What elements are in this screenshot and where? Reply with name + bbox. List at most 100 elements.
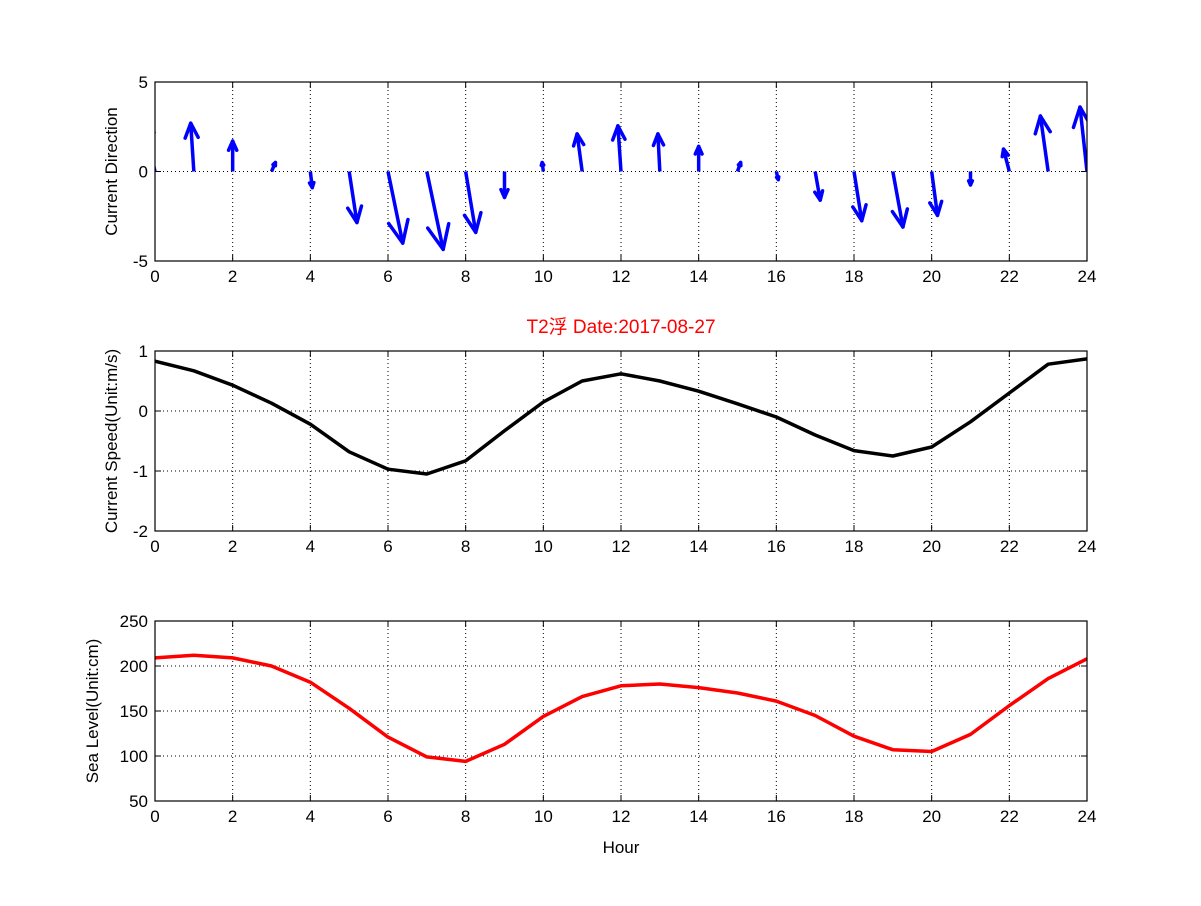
arrow-head <box>140 118 144 136</box>
arrow-head <box>312 182 314 187</box>
chart-title: T2浮 Date:2017-08-27 <box>526 316 715 338</box>
y-tick-label: 1 <box>139 342 148 361</box>
x-tick-label: 4 <box>306 807 315 826</box>
x-tick-label: 2 <box>228 537 237 556</box>
x-tick-label: 0 <box>150 807 159 826</box>
quiver-arrow <box>1002 149 1009 171</box>
x-tick-label: 14 <box>689 807 708 826</box>
x-tick-label: 2 <box>228 807 237 826</box>
y-axis-label: Current Direction <box>102 107 121 236</box>
x-tick-label: 0 <box>150 537 159 556</box>
y-axis-label: Current Speed(Unit:m/s) <box>102 349 121 533</box>
arrow-head <box>862 205 866 221</box>
quiver-arrow <box>185 123 198 171</box>
x-tick-label: 2 <box>228 267 237 286</box>
x-tick-label: 20 <box>922 267 941 286</box>
x-tick-label: 12 <box>612 267 631 286</box>
arrow-head <box>476 213 481 233</box>
x-tick-label: 6 <box>383 807 392 826</box>
quiver-arrow <box>892 172 907 227</box>
x-tick-label: 20 <box>922 807 941 826</box>
x-tick-label: 10 <box>534 807 553 826</box>
y-tick-label: -5 <box>133 252 148 271</box>
x-tick-label: 12 <box>612 537 631 556</box>
x-tick-label: 16 <box>767 807 786 826</box>
quiver-arrow <box>272 163 276 172</box>
arrow-head <box>143 118 154 133</box>
y-tick-label: 150 <box>120 702 148 721</box>
quiver-arrow <box>388 172 408 244</box>
arrow-head <box>1002 149 1003 157</box>
quiver-arrow <box>501 172 508 198</box>
x-tick-label: 22 <box>1000 537 1019 556</box>
y-tick-label: 250 <box>120 612 148 631</box>
arrow-head <box>937 201 941 215</box>
x-tick-label: 14 <box>689 537 708 556</box>
quiver-arrow <box>310 172 314 188</box>
x-tick-label: 0 <box>150 267 159 286</box>
quiver-arrow <box>930 172 942 216</box>
x-tick-label: 16 <box>767 537 786 556</box>
quiver-arrow <box>853 172 866 221</box>
x-tick-label: 6 <box>383 267 392 286</box>
arrow-head <box>574 134 578 146</box>
y-tick-label: -1 <box>133 462 148 481</box>
quiver-arrow <box>969 172 973 185</box>
x-tick-label: 14 <box>689 267 708 286</box>
quiver-arrow <box>574 134 584 172</box>
x-tick-label: 22 <box>1000 807 1019 826</box>
x-tick-label: 22 <box>1000 267 1019 286</box>
y-axis-label: Sea Level(Unit:cm) <box>83 639 102 784</box>
plot-area <box>155 359 1087 474</box>
x-axis-label: Hour <box>603 838 640 857</box>
quiver-arrow <box>613 126 625 172</box>
quiver-arrow <box>1035 116 1050 171</box>
quiver-arrow <box>348 172 362 223</box>
arrow-head <box>443 224 449 250</box>
quiver-arrow <box>427 172 449 250</box>
x-tick-label: 18 <box>845 807 864 826</box>
x-tick-label: 6 <box>383 537 392 556</box>
x-tick-label: 12 <box>612 807 631 826</box>
x-tick-label: 24 <box>1078 537 1097 556</box>
x-tick-label: 24 <box>1078 267 1097 286</box>
arrow-head <box>273 163 275 165</box>
quiver-arrow <box>1073 107 1090 171</box>
arrow-head <box>357 206 362 222</box>
x-tick-label: 8 <box>461 807 470 826</box>
quiver-arrow <box>541 163 543 172</box>
quiver-arrow <box>695 146 702 171</box>
quiver-arrow <box>653 134 663 172</box>
arrow-head <box>403 220 408 244</box>
arrow-head <box>820 191 822 200</box>
arrow-head <box>903 209 907 227</box>
x-tick-label: 8 <box>461 537 470 556</box>
y-tick-label: 50 <box>129 792 148 811</box>
x-tick-label: 18 <box>845 267 864 286</box>
arrow-head <box>1073 107 1080 127</box>
quiver-arrow <box>776 172 778 180</box>
arrow-head <box>971 181 973 185</box>
x-tick-label: 10 <box>534 267 553 286</box>
y-tick-label: 0 <box>139 402 148 421</box>
x-tick-label: 18 <box>845 537 864 556</box>
arrow-head <box>541 163 542 166</box>
x-tick-label: 16 <box>767 267 786 286</box>
x-tick-label: 24 <box>1078 807 1097 826</box>
quiver-arrow <box>465 172 481 233</box>
y-tick-label: 100 <box>120 747 148 766</box>
y-tick-label: 200 <box>120 657 148 676</box>
arrow-head <box>738 163 740 165</box>
quiver-arrow <box>815 172 823 201</box>
quiver-arrow <box>738 163 741 172</box>
plot-area <box>140 107 1091 249</box>
series-line <box>155 359 1087 474</box>
x-tick-label: 4 <box>306 267 315 286</box>
y-tick-label: 5 <box>139 73 148 92</box>
x-tick-label: 10 <box>534 537 553 556</box>
